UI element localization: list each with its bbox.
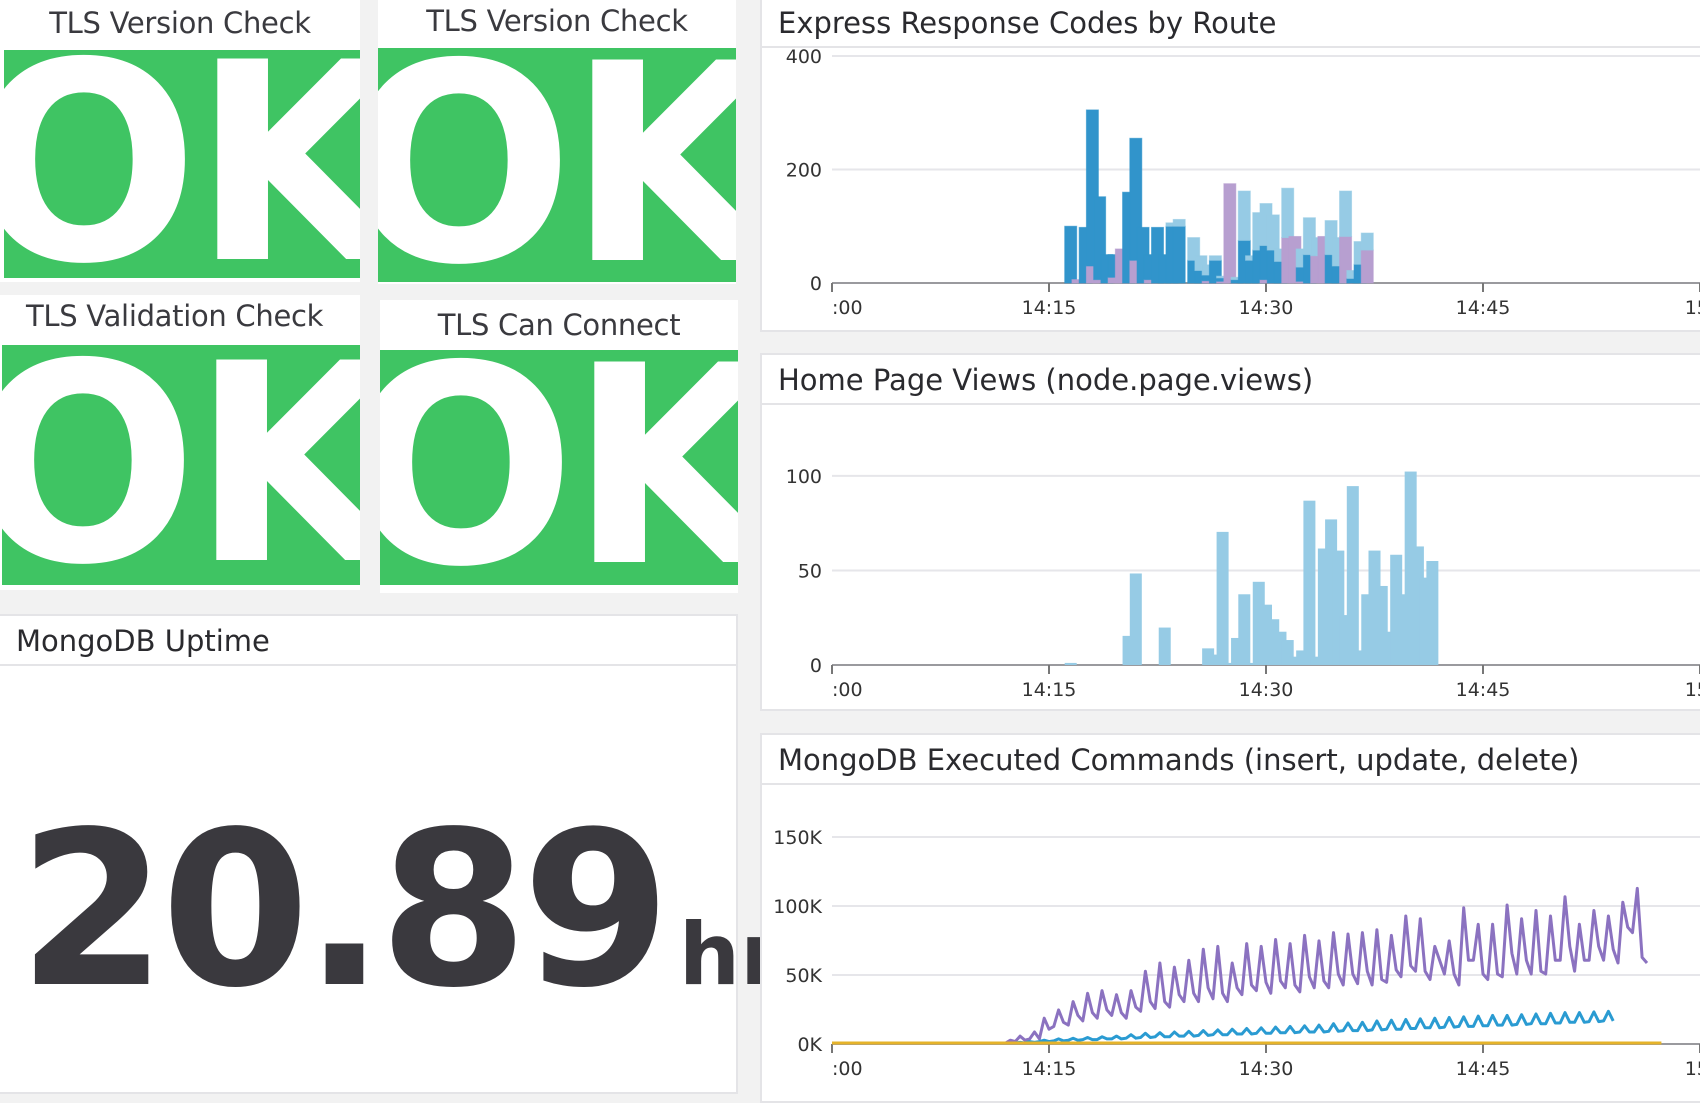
bar[interactable] xyxy=(1303,500,1316,665)
panel-mongodb-executed-commands[interactable]: MongoDB Executed Commands (insert, updat… xyxy=(760,733,1700,1103)
x-tick-label: :00 xyxy=(832,1058,863,1080)
series-line-update[interactable] xyxy=(832,1009,1615,1045)
x-tick-label: 14:45 xyxy=(1456,297,1511,319)
uptime-value: 20.89 hr xyxy=(18,786,783,1035)
tile-title: TLS Version Check xyxy=(426,4,688,38)
panel-title: Express Response Codes by Route xyxy=(762,0,1700,48)
y-tick-label: 0 xyxy=(810,273,822,295)
tile-title: TLS Version Check xyxy=(49,6,311,40)
panel-express-response-codes[interactable]: Express Response Codes by Route 0 200 400:… xyxy=(760,0,1700,332)
status-badge: OK xyxy=(380,350,738,585)
status-text: OK xyxy=(378,48,736,282)
bar[interactable] xyxy=(1288,656,1301,665)
y-tick-label: 50K xyxy=(785,965,822,987)
x-tick-label: :00 xyxy=(832,679,863,701)
panel-home-page-views[interactable]: Home Page Views (node.page.views) 0 50 100… xyxy=(760,353,1700,711)
bar[interactable] xyxy=(1426,561,1439,665)
bar-segment[interactable] xyxy=(1266,214,1280,251)
bar[interactable] xyxy=(1064,662,1077,665)
bar[interactable] xyxy=(1158,627,1171,665)
x-tick-label: 15: xyxy=(1685,1058,1700,1080)
tile-tls-can-connect[interactable]: TLS Can Connect OK xyxy=(380,300,738,593)
x-tick-label: 14:30 xyxy=(1239,679,1294,701)
y-tick-label: 0 xyxy=(810,655,822,677)
tile-tls-version-check-1[interactable]: TLS Version Check OK xyxy=(0,0,360,282)
y-tick-label: 150K xyxy=(773,827,822,849)
status-badge: OK xyxy=(4,50,360,278)
y-tick-label: 100K xyxy=(773,896,822,918)
x-tick-label: :00 xyxy=(832,297,863,319)
tile-tls-version-check-2[interactable]: TLS Version Check OK xyxy=(378,0,736,284)
x-tick-label: 14:45 xyxy=(1456,679,1511,701)
bar[interactable] xyxy=(1245,662,1258,665)
tile-tls-validation-check[interactable]: TLS Validation Check OK xyxy=(0,295,360,590)
bar[interactable] xyxy=(1129,573,1142,665)
panel-title: MongoDB Executed Commands (insert, updat… xyxy=(762,735,1700,785)
bar[interactable] xyxy=(1216,531,1229,665)
x-tick-label: 15: xyxy=(1685,297,1700,319)
x-tick-label: 15: xyxy=(1685,679,1700,701)
bar[interactable] xyxy=(1310,656,1323,665)
status-badge: OK xyxy=(378,48,736,282)
bar-segment[interactable] xyxy=(1064,225,1078,284)
y-tick-label: 0K xyxy=(797,1034,822,1056)
express-bar-chart[interactable]: 0 200 400 :00 14:15 14:30 14:45 15: xyxy=(760,48,1700,330)
status-text: OK xyxy=(4,50,360,278)
bar-segment[interactable] xyxy=(1281,187,1295,239)
bar-segment[interactable] xyxy=(1208,255,1222,261)
bar-segment[interactable] xyxy=(1339,190,1353,237)
y-tick-label: 400 xyxy=(786,48,822,68)
bar[interactable] xyxy=(1223,662,1236,665)
bar-segment[interactable] xyxy=(1360,232,1374,251)
panel-title: Home Page Views (node.page.views) xyxy=(762,355,1700,405)
page-views-bar-chart[interactable]: 0 50 100 :00 14:15 14:30 14:45 15: xyxy=(760,405,1700,709)
mongodb-commands-line-chart[interactable]: 0K 50K 100K 150K :00 14:15 14:30 14:45 15: xyxy=(760,785,1700,1103)
x-tick-label: 14:15 xyxy=(1022,297,1077,319)
bar-segment[interactable] xyxy=(1360,249,1374,284)
x-tick-label: 14:15 xyxy=(1022,1058,1077,1080)
bar[interactable] xyxy=(1346,486,1359,665)
bar-segment[interactable] xyxy=(1187,237,1201,261)
status-text: OK xyxy=(2,345,360,585)
uptime-number: 20.89 xyxy=(18,786,671,1035)
x-tick-label: 14:45 xyxy=(1456,1058,1511,1080)
bar-segment[interactable] xyxy=(1237,190,1251,241)
y-tick-label: 100 xyxy=(786,466,822,488)
y-tick-label: 50 xyxy=(798,560,822,582)
x-tick-label: 14:30 xyxy=(1239,297,1294,319)
bar-segment[interactable] xyxy=(1223,183,1237,284)
tile-title: TLS Validation Check xyxy=(26,299,324,333)
panel-mongodb-uptime[interactable]: MongoDB Uptime 20.89 hr xyxy=(0,614,783,1094)
panel-title: MongoDB Uptime xyxy=(0,616,736,666)
x-tick-label: 14:30 xyxy=(1239,1058,1294,1080)
tile-title: TLS Can Connect xyxy=(437,308,681,342)
status-badge: OK xyxy=(2,345,360,585)
bar-segment[interactable] xyxy=(1172,225,1186,284)
bar[interactable] xyxy=(1238,594,1251,665)
bar-segment[interactable] xyxy=(1172,218,1186,227)
x-tick-label: 14:15 xyxy=(1022,679,1077,701)
status-text: OK xyxy=(380,350,738,585)
y-tick-label: 200 xyxy=(786,160,822,182)
bar[interactable] xyxy=(1209,654,1222,665)
